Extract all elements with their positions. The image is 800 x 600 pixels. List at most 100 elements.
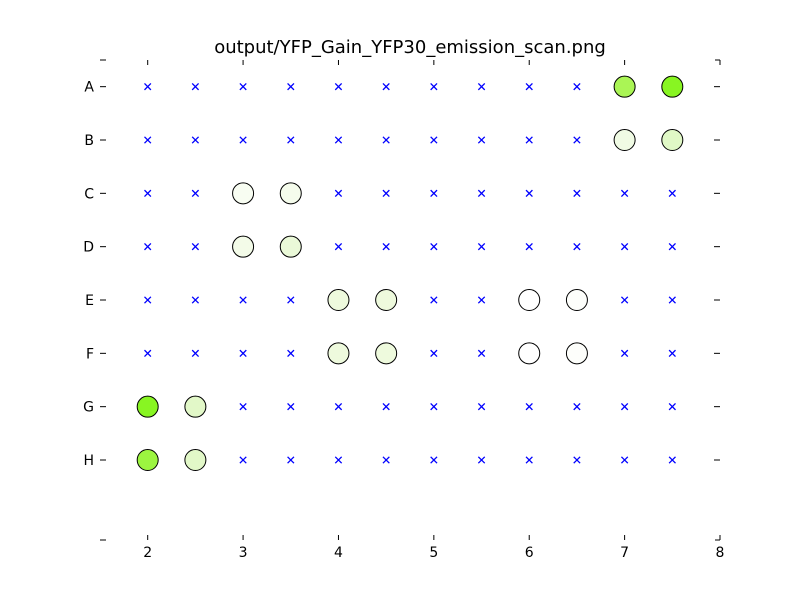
well-marker [430, 83, 438, 91]
well-marker [382, 456, 390, 464]
well-marker [287, 349, 295, 357]
well-marker [430, 189, 438, 197]
well-circle [232, 235, 255, 258]
well-marker [239, 349, 247, 357]
well-marker [477, 243, 486, 251]
well-marker [477, 403, 486, 411]
well-marker [334, 189, 343, 197]
row-label: E [85, 293, 94, 309]
well-marker [620, 349, 629, 357]
well-marker [287, 456, 295, 464]
well-marker [430, 296, 438, 304]
well-marker [525, 189, 533, 197]
well-circle [613, 129, 636, 151]
well-marker [382, 83, 390, 91]
well-marker [191, 296, 200, 304]
well-marker [287, 83, 295, 91]
well-circle [613, 75, 636, 98]
well-marker [430, 456, 438, 464]
well-marker [239, 83, 247, 91]
well-circle [279, 235, 302, 258]
well-marker [239, 456, 247, 464]
chart-title: output/YFP_Gain_YFP30_emission_scan.png [214, 37, 606, 58]
well-circle [661, 75, 684, 98]
row-label: H [83, 453, 94, 469]
well-marker [668, 296, 676, 304]
well-circle [565, 289, 588, 311]
well-marker [191, 349, 200, 357]
well-marker [668, 243, 676, 251]
well-circle [518, 289, 541, 311]
well-circle [184, 449, 207, 471]
well-circle [327, 289, 350, 311]
well-marker [525, 243, 533, 251]
x-tick-label: 4 [334, 545, 343, 561]
well-marker [191, 83, 200, 91]
well-circles [136, 75, 684, 471]
well-circle [232, 182, 255, 205]
well-marker [668, 349, 676, 357]
well-circle [327, 342, 350, 365]
well-marker [287, 403, 295, 411]
well-circle [375, 342, 398, 365]
well-marker [430, 136, 438, 144]
well-marker [382, 136, 390, 144]
well-marker [239, 296, 247, 304]
x-tick-label: 6 [525, 545, 534, 561]
well-marker [668, 189, 676, 197]
well-marker [477, 83, 486, 91]
well-marker [191, 189, 200, 197]
well-marker [144, 349, 152, 357]
well-marker [620, 296, 629, 304]
well-marker [334, 243, 343, 251]
x-tick-label: 7 [620, 545, 629, 561]
well-marker [573, 243, 581, 251]
well-marker [573, 403, 581, 411]
well-marker [525, 83, 533, 91]
well-marker [430, 349, 438, 357]
well-marker [191, 136, 200, 144]
well-marker [430, 243, 438, 251]
well-marker [334, 136, 343, 144]
well-circle [136, 395, 159, 418]
row-label: F [86, 346, 94, 362]
well-circle [661, 129, 684, 151]
well-marker [287, 296, 295, 304]
well-marker [620, 403, 629, 411]
well-marker [144, 136, 152, 144]
well-marker [477, 456, 486, 464]
well-circle [375, 289, 398, 311]
well-markers [144, 83, 676, 464]
row-label: D [83, 240, 94, 256]
well-marker [477, 349, 486, 357]
well-marker [525, 403, 533, 411]
well-marker [430, 403, 438, 411]
well-marker [334, 403, 343, 411]
well-marker [334, 456, 343, 464]
well-marker [239, 136, 247, 144]
well-marker [191, 243, 200, 251]
well-marker [144, 243, 152, 251]
well-marker [620, 456, 629, 464]
well-marker [382, 403, 390, 411]
well-marker [525, 136, 533, 144]
well-marker [573, 136, 581, 144]
row-label: A [84, 80, 94, 96]
well-circle [518, 342, 541, 365]
well-marker [668, 403, 676, 411]
well-circle [184, 395, 207, 418]
well-marker [620, 189, 629, 197]
well-marker [525, 456, 533, 464]
well-marker [573, 189, 581, 197]
x-tick-label: 2 [143, 545, 152, 561]
well-marker [477, 136, 486, 144]
well-marker [573, 83, 581, 91]
well-marker [144, 189, 152, 197]
well-marker [144, 296, 152, 304]
well-circle [565, 342, 588, 365]
row-label: G [83, 400, 94, 416]
x-tick-label: 3 [239, 545, 248, 561]
well-marker [620, 243, 629, 251]
well-marker [287, 136, 295, 144]
